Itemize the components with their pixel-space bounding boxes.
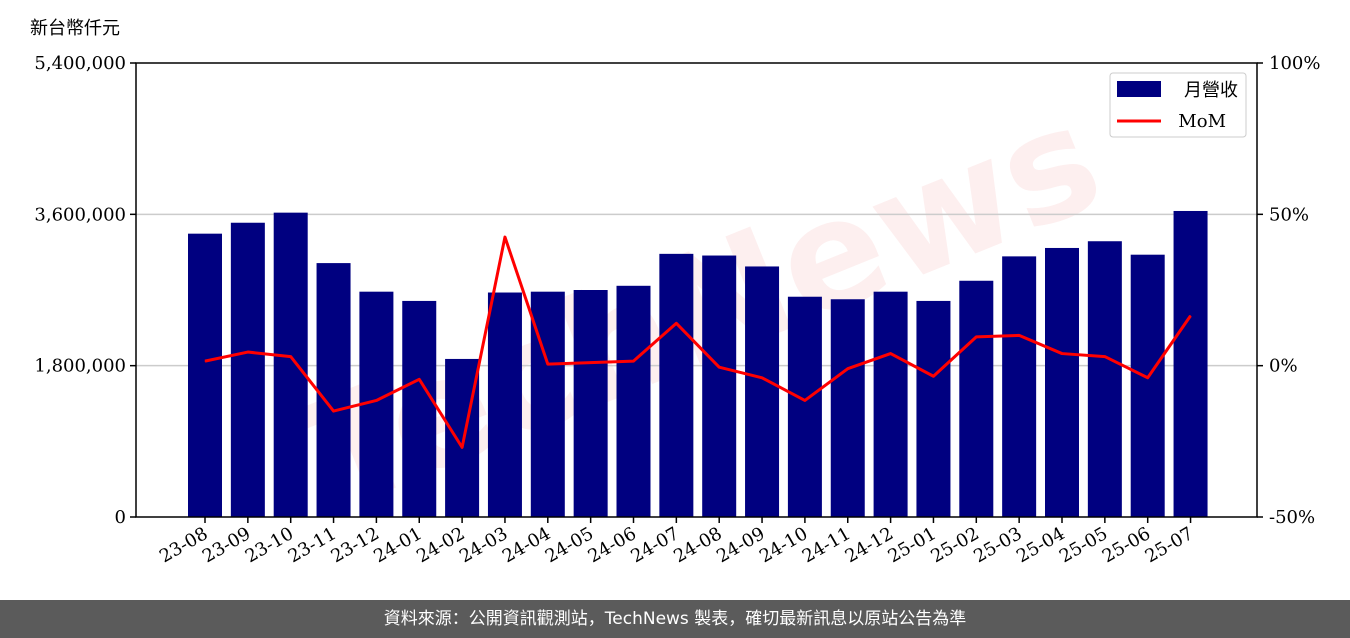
mom-point-25-01	[932, 375, 934, 377]
bar-23-09	[230, 222, 265, 518]
unit-label: 新台幣仟元	[30, 18, 120, 39]
x-tick-label: 23-10	[242, 523, 297, 567]
mom-line	[204, 235, 1192, 449]
bar-24-01	[402, 300, 437, 517]
bar-24-05	[573, 290, 608, 517]
bar-24-12	[873, 291, 908, 517]
y-left-tick-label: 3,600,000	[34, 204, 126, 225]
bar-25-03	[1002, 256, 1037, 517]
y-right-tick-label: 100%	[1269, 53, 1320, 74]
x-tick-label: 23-09	[199, 523, 254, 567]
revenue-chart: TechNews01,800,0003,600,0005,400,000-50%…	[34, 53, 1320, 567]
x-tick-label: 24-04	[499, 523, 554, 567]
x-tick-label: 25-05	[1056, 523, 1111, 567]
mom-point-24-09	[761, 377, 763, 379]
mom-point-25-04	[1061, 353, 1063, 355]
bar-24-03	[487, 292, 522, 517]
mom-point-23-10	[290, 356, 292, 358]
legend-label-revenue: 月營收	[1184, 80, 1238, 101]
y-right-tick-label: -50%	[1269, 507, 1315, 528]
bar-24-06	[616, 285, 651, 517]
x-tick-label: 24-02	[413, 523, 468, 567]
x-tick-label: 24-05	[542, 523, 597, 567]
y-right-tick-label: 0%	[1269, 356, 1298, 377]
mom-point-24-04	[547, 363, 549, 365]
y-right-tick-label: 50%	[1269, 204, 1309, 225]
mom-point-23-08	[204, 360, 206, 362]
mom-point-25-07	[1190, 315, 1192, 317]
x-tick-label: 24-08	[670, 523, 725, 567]
bar-24-07	[659, 253, 694, 517]
x-tick-label: 25-01	[885, 523, 940, 567]
x-tick-label: 24-03	[456, 523, 511, 567]
x-tick-label: 24-06	[585, 523, 640, 567]
y-left-tick-label: 1,800,000	[34, 356, 126, 377]
mom-point-25-05	[1104, 356, 1106, 358]
bar-23-10	[273, 212, 308, 517]
mom-point-24-11	[847, 368, 849, 370]
x-tick-label: 24-12	[842, 523, 897, 567]
x-tick-label: 23-11	[285, 523, 340, 567]
plot-frame	[135, 62, 1258, 518]
mom-point-24-03	[504, 236, 506, 238]
legend: 月營收 MoM	[1109, 72, 1247, 138]
mom-point-24-07	[675, 322, 677, 324]
x-tick-label: 24-10	[756, 523, 811, 567]
mom-point-23-09	[247, 351, 249, 353]
mom-point-23-12	[375, 399, 377, 401]
bar-24-09	[745, 266, 780, 517]
mom-point-23-11	[333, 410, 335, 412]
x-tick-label: 24-11	[799, 523, 854, 567]
bar-25-06	[1130, 254, 1165, 517]
x-tick-label: 25-04	[1013, 523, 1068, 567]
mom-point-24-01	[418, 378, 420, 380]
footer-source-note: 資料來源：公開資訊觀測站，TechNews 製表，確切最新訊息以原站公告為準	[0, 600, 1350, 638]
x-tick-label: 25-07	[1142, 523, 1197, 567]
bar-25-01	[916, 300, 951, 517]
bar-25-07	[1173, 210, 1208, 517]
bar-24-08	[702, 255, 737, 517]
bar-23-08	[188, 233, 222, 518]
y-left-tick-label: 0	[115, 507, 126, 528]
bar-25-02	[959, 280, 994, 517]
legend-swatch-bar	[1117, 81, 1161, 97]
mom-point-24-06	[633, 360, 634, 362]
bar-25-04	[1045, 247, 1079, 518]
bar-24-11	[830, 299, 865, 517]
x-tick-label: 23-08	[156, 523, 211, 567]
x-tick-label: 25-03	[970, 523, 1025, 567]
mom-point-25-06	[1147, 377, 1149, 379]
mom-point-24-02	[461, 446, 463, 448]
x-tick-label: 25-02	[927, 523, 982, 567]
mom-point-24-08	[718, 366, 720, 368]
bar-24-10	[787, 296, 822, 517]
bar-25-05	[1087, 241, 1122, 517]
x-tick-label: 25-06	[1099, 523, 1154, 567]
mom-point-25-02	[975, 336, 977, 338]
mom-point-24-12	[890, 353, 892, 355]
chart-area: 新台幣仟元 TechNews01,800,0003,600,0005,400,0…	[30, 18, 1320, 567]
mom-point-25-03	[1018, 334, 1020, 336]
bar-23-11	[316, 263, 351, 517]
y-left-tick-label: 5,400,000	[34, 53, 126, 74]
x-tick-label: 24-09	[713, 523, 768, 567]
mom-point-24-10	[804, 399, 806, 401]
legend-label-mom: MoM	[1178, 111, 1226, 132]
x-tick-label: 24-07	[627, 523, 682, 567]
mom-point-24-05	[590, 362, 592, 364]
